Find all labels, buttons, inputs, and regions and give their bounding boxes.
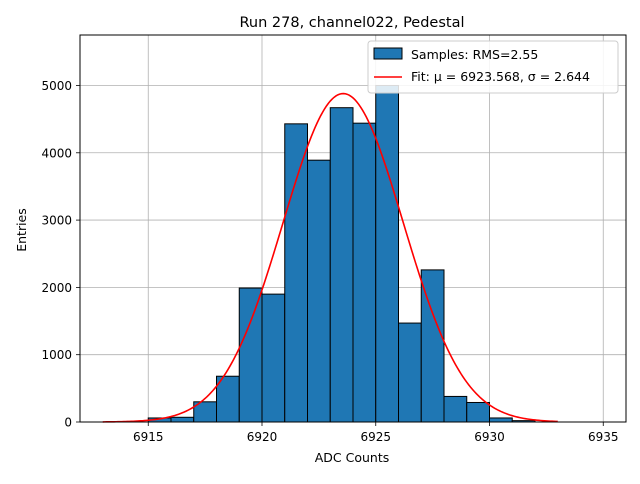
histogram-bar: [238, 287, 263, 423]
legend-histogram-label: Samples: RMS=2.55: [411, 47, 538, 62]
y-tick-label: 3000: [41, 214, 72, 228]
histogram-bar: [443, 395, 468, 423]
y-tick-label: 5000: [41, 79, 72, 93]
y-tick-label: 4000: [41, 146, 72, 160]
x-tick-label: 6925: [360, 430, 391, 444]
histogram-bar: [170, 416, 195, 423]
histogram-bar: [329, 107, 354, 423]
y-axis-label: Entries: [14, 208, 29, 252]
y-tick-label: 0: [64, 416, 72, 430]
x-tick-label: 6935: [588, 430, 619, 444]
x-tick-label: 6930: [474, 430, 505, 444]
plot-area-frame: [79, 34, 627, 423]
gaussian-fit-curve: [102, 92, 558, 423]
x-tick-label: 6915: [133, 430, 164, 444]
histogram-bar: [398, 322, 422, 423]
histogram-bar: [307, 159, 331, 423]
x-axis-label: ADC Counts: [315, 450, 390, 465]
chart-title: Run 278, channel022, Pedestal: [239, 15, 464, 31]
y-tick-label: 2000: [41, 281, 72, 295]
legend-fit-label: Fit: μ = 6923.568, σ = 2.644: [411, 69, 590, 84]
x-tick-label: 6920: [247, 430, 278, 444]
histogram-bar: [375, 84, 399, 423]
histogram-bar: [466, 401, 490, 423]
histogram-bar: [352, 122, 377, 423]
histogram-bars: [147, 84, 536, 423]
y-tick-label: 1000: [41, 348, 72, 362]
legend-box: [367, 40, 619, 94]
legend: Samples: RMS=2.55 Fit: μ = 6923.568, σ =…: [367, 40, 619, 94]
histogram-bar: [489, 417, 513, 423]
axis-ticks: 6915 6920 6925 6930 6935 0 1000 2000 3000 4000 500…: [41, 79, 618, 444]
legend-histogram-swatch: [373, 47, 403, 60]
histogram-bar: [284, 123, 308, 423]
histogram-bar: [261, 293, 286, 423]
